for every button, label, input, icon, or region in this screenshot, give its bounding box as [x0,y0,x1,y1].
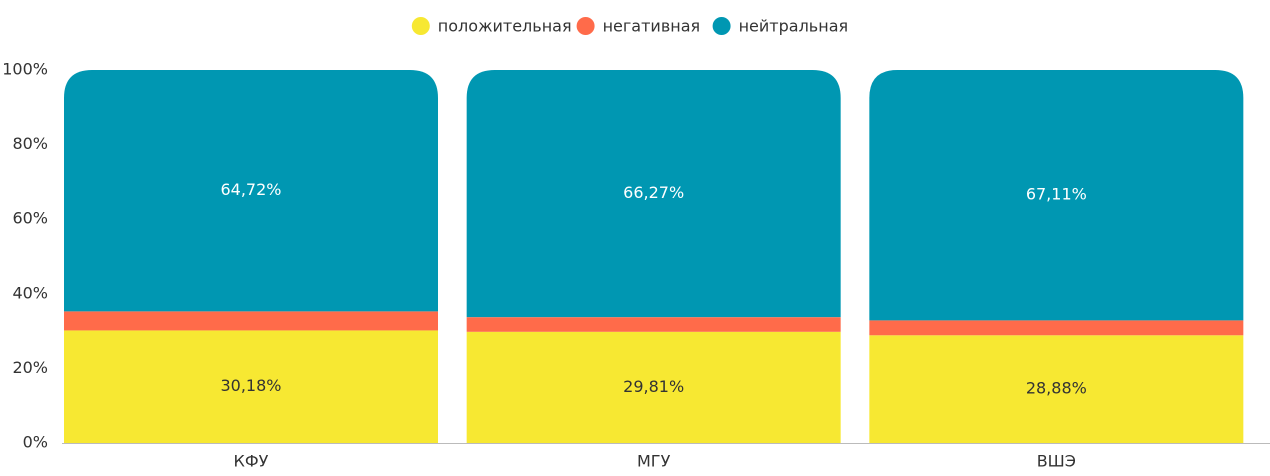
x-tick-label: ВШЭ [1037,452,1076,471]
y-tick-label: 100% [2,60,48,79]
data-label: 66,27% [623,183,684,202]
legend-marker [411,17,430,35]
y-tick-label: 40% [12,283,48,302]
bar-segment [64,70,438,312]
bar-segment [869,70,1244,321]
data-label: 29,81% [623,377,684,396]
bar-segment [466,70,841,318]
legend-marker [576,17,595,35]
data-label: 28,88% [1026,379,1087,398]
bar-segment [64,330,438,443]
y-tick-label: 0% [23,433,48,452]
data-label: 67,11% [1026,185,1087,204]
y-tick-label: 80% [12,134,48,153]
legend-marker [712,17,731,35]
legend-label: нейтральная [739,17,849,36]
legend-label: положительная [438,17,572,36]
bar-segment [64,311,438,331]
x-tick-label: КФУ [234,452,269,471]
y-tick-label: 20% [12,358,48,377]
bar-segment [466,317,841,332]
x-tick-label: МГУ [637,452,671,471]
data-label: 30,18% [220,376,281,395]
bar-segment [466,331,841,443]
bar-segment [869,335,1244,443]
legend-label: негативная [603,17,701,36]
bar-segment [869,320,1244,336]
y-tick-label: 60% [12,209,48,228]
data-label: 64,72% [220,180,281,199]
